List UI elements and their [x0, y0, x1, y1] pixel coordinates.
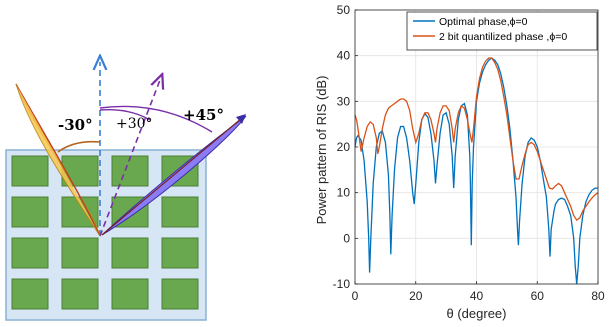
y-tick-label: 20 [337, 140, 351, 154]
ris-element [161, 278, 199, 310]
ris-element [161, 237, 199, 269]
ris-element [161, 196, 199, 228]
series-line-1 [354, 57, 598, 285]
ris-element [61, 278, 99, 310]
x-tick-label: 20 [409, 289, 423, 303]
legend-entry: 2 bit quantilized phase ,ϕ=0 [439, 31, 567, 43]
ris-element [11, 278, 49, 310]
plus30-arrow [99, 80, 160, 237]
y-tick-label: 0 [343, 231, 350, 245]
x-tick-label: 80 [591, 289, 605, 303]
legend-entry: Optimal phase,ϕ=0 [439, 16, 528, 28]
ris-beam-diagram: -30° +30° +45° [5, 0, 247, 321]
label-plus30: +30° [116, 116, 153, 132]
legend-box [406, 11, 598, 51]
y-tick-label: 50 [337, 3, 351, 17]
y-tick-label: -10 [333, 277, 351, 291]
y-axis-label: Power pattern of RIS (dB) [314, 76, 329, 225]
ris-element [11, 237, 49, 269]
ris-element [111, 237, 149, 269]
plus45-arc [99, 105, 213, 133]
label-plus45: +45° [183, 106, 224, 124]
ris-element-grid [11, 155, 199, 310]
reflected-beam-blue [101, 114, 247, 236]
neg30-arc [57, 140, 101, 153]
y-tick-label: 40 [337, 49, 351, 63]
x-axis-label: θ (degree) [447, 306, 507, 321]
ris-element [11, 155, 49, 187]
x-tick-label: 0 [352, 289, 359, 303]
series-layer [354, 57, 599, 285]
ris-element [111, 278, 149, 310]
label-neg30: -30° [58, 116, 93, 134]
y-tick-label: 10 [337, 186, 351, 200]
grid [354, 9, 599, 285]
x-tick-label: 60 [531, 289, 545, 303]
ris-element [111, 155, 149, 187]
y-tick-label: 30 [337, 94, 351, 108]
ris-element [61, 155, 99, 187]
legend: Optimal phase,ϕ=0 2 bit quantilized phase… [406, 11, 598, 51]
ris-element [61, 237, 99, 269]
series-line-2 [354, 57, 599, 222]
ris-element [11, 196, 49, 228]
incident-beam-yellow [15, 83, 101, 237]
x-tick-label: 40 [470, 289, 484, 303]
plus30-arc [99, 109, 151, 121]
